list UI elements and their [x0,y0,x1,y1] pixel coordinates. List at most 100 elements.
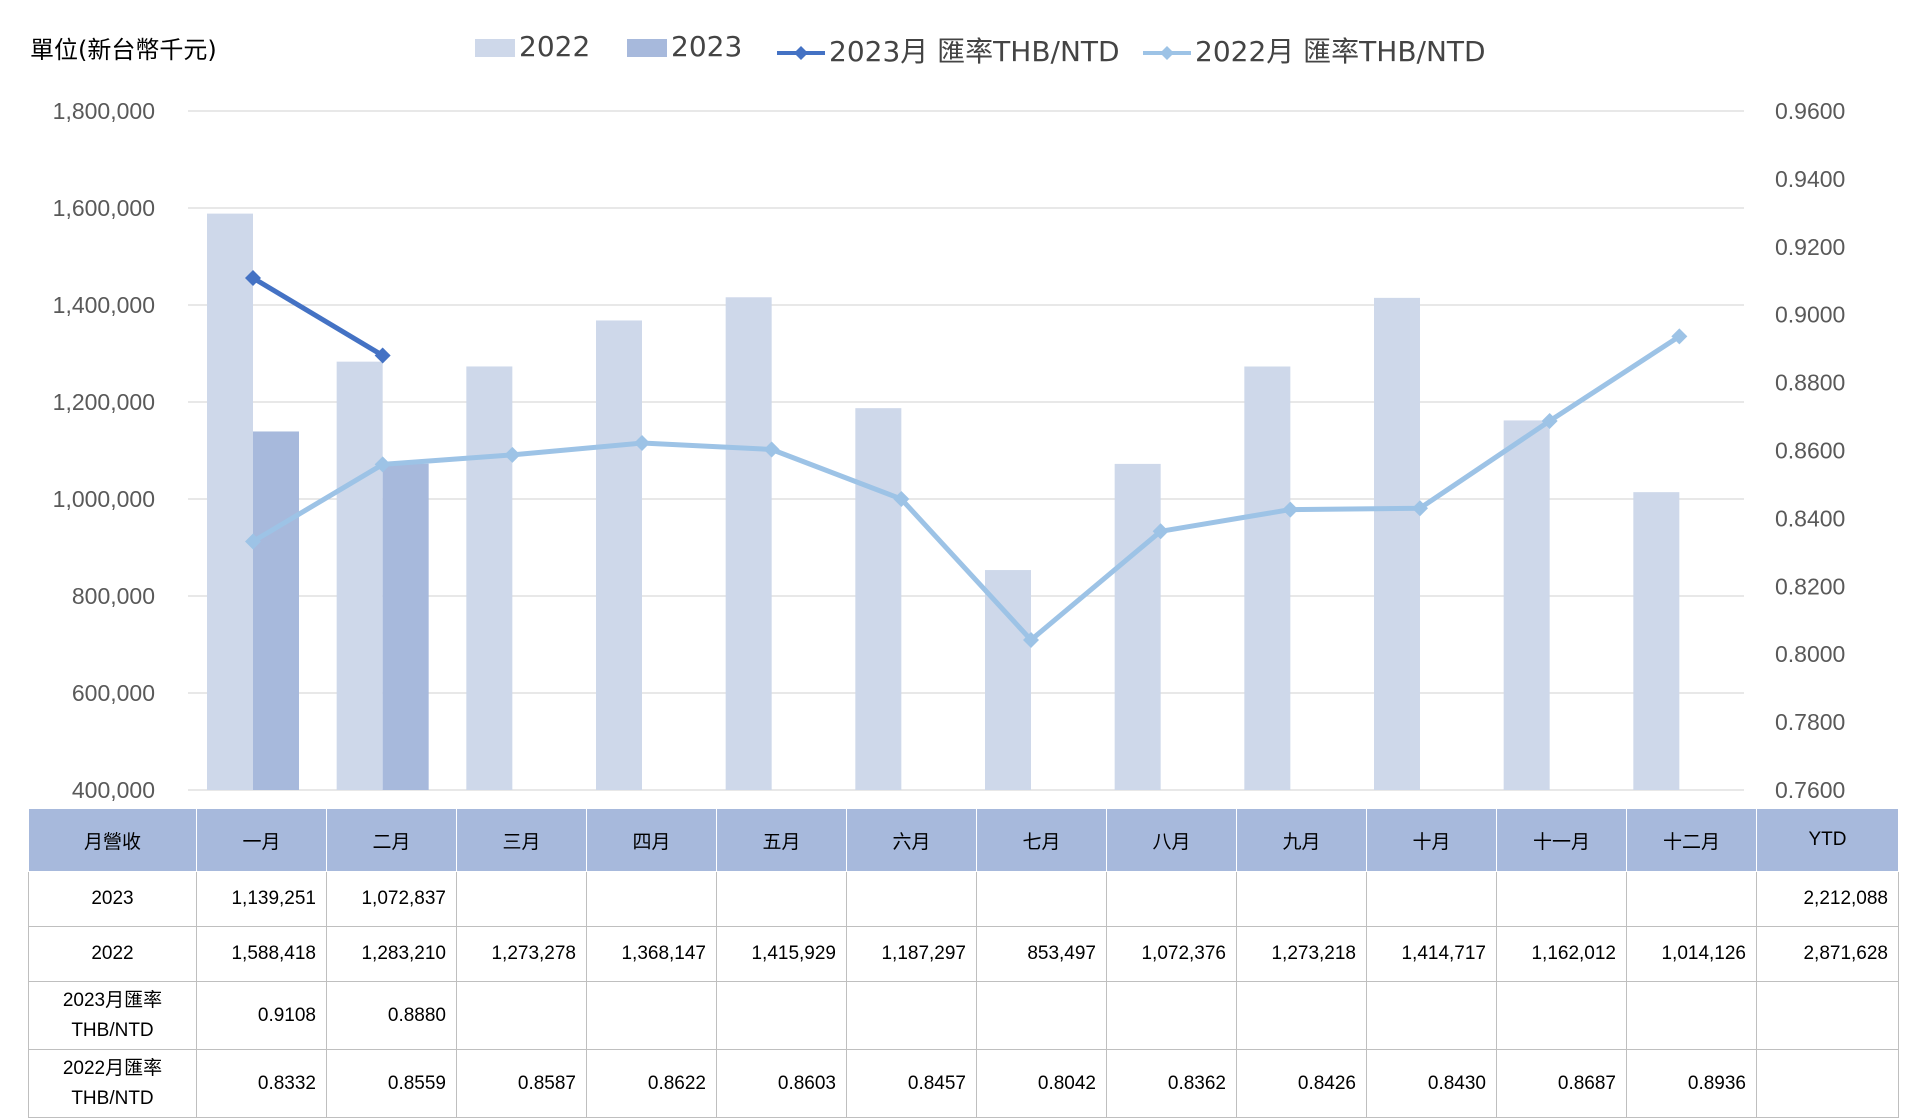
chart-plot: 400,000 600,000 800,000 1,000,000 1,200,000 1… [53,98,1846,803]
table-header-cell: 四月 [586,808,717,872]
table-cell [1626,871,1757,927]
table-cell [1366,871,1497,927]
line-marker-2022月 匯率THB/NTD-十二月 [1671,328,1688,345]
table-row-label: 2023 [28,871,197,927]
line-marker-2023月 匯率THB/NTD-一月 [245,270,261,287]
data-table: 月營收 一月 二月 三月 四月 五月 六月 七月 八月 九月 十月 十一月 十二… [28,808,1899,1118]
table-header-cell: 二月 [326,808,457,872]
table-row-label: 2023月匯率 THB/NTD [28,981,197,1050]
table-cell [1236,871,1367,927]
chart-legend: 2022 2023 2023月 匯率THB/NTD 2022月 匯率THB/NT… [0,30,1908,68]
line-marker-2022月 匯率THB/NTD-八月 [1152,523,1169,540]
table-cell [1496,981,1627,1050]
legend-swatch [475,39,515,57]
table-cell [846,981,977,1050]
table-cell: 0.8603 [716,1049,847,1118]
table-cell: 0.8332 [196,1049,327,1118]
table-header-cell: 九月 [1236,808,1367,872]
line-marker-2022月 匯率THB/NTD-四月 [634,435,650,452]
table-cell: 0.8042 [976,1049,1107,1118]
line-marker-2022月 匯率THB/NTD-十月 [1412,500,1428,517]
y-right-tick-label: 0.8600 [1775,438,1845,464]
table-cell: 1,139,251 [196,871,327,927]
table-cell: 1,415,929 [716,926,847,982]
table-header-cell: 八月 [1106,808,1237,872]
table-cell: 1,014,126 [1626,926,1757,982]
line-marker-2022月 匯率THB/NTD-九月 [1282,501,1299,518]
y-right-tick-label: 0.9600 [1775,98,1845,124]
y-left-tick-label: 1,200,000 [53,389,155,415]
table-cell [976,981,1107,1050]
bar-2022-六月 [855,408,902,790]
table-cell [1366,981,1497,1050]
legend-item-2023-bar: 2023 [627,30,742,63]
table-cell: 0.8587 [456,1049,587,1118]
table-header-cell: 五月 [716,808,847,872]
legend-line-marker [777,46,825,60]
table-cell [586,981,717,1050]
table-cell: 0.8457 [846,1049,977,1118]
legend-label: 2022月 匯率THB/NTD [1195,35,1486,68]
y-right-tick-label: 0.7800 [1775,709,1845,735]
table-row-label: 2022 [28,926,197,982]
table-cell: 0.8559 [326,1049,457,1118]
table-cell: 1,072,837 [326,871,457,927]
legend-item-2022-rate: 2022月 匯率THB/NTD [1143,30,1486,70]
line-marker-2022月 匯率THB/NTD-五月 [763,441,780,458]
table-cell: 2,871,628 [1756,926,1899,982]
bar-2022-四月 [596,320,642,790]
row-label-line1: 2023月匯率 [62,989,163,1011]
table-cell: 2,212,088 [1756,871,1899,927]
table-header-cell: 一月 [196,808,327,872]
table-cell: 0.8430 [1366,1049,1497,1118]
table-cell: 1,162,012 [1496,926,1627,982]
y-left-tick-label: 800,000 [72,583,155,609]
bar-2022-十二月 [1633,492,1680,790]
bar-2023-二月 [382,463,429,790]
y-right-tick-label: 0.8800 [1775,370,1845,396]
table-cell [1106,981,1237,1050]
table-cell: 1,072,376 [1106,926,1237,982]
table-header-cell: 十二月 [1626,808,1757,872]
row-label-line2: THB/NTD [71,1019,154,1041]
table-cell: 1,273,278 [456,926,587,982]
legend-item-2023-rate: 2023月 匯率THB/NTD [777,30,1120,70]
table-row-2022-revenue: 2022 1,588,418 1,283,210 1,273,278 1,368… [28,926,1899,982]
line-marker-2022月 匯率THB/NTD-二月 [374,456,391,473]
y-left-tick-label: 600,000 [72,680,155,706]
table-header-cell: 月營收 [28,808,197,872]
table-cell [1756,1049,1899,1118]
table-cell: 0.8362 [1106,1049,1237,1118]
table-header-cell: 六月 [846,808,977,872]
bar-2022-七月 [985,570,1031,790]
table-header-cell: YTD [1756,808,1899,872]
table-cell [1236,981,1367,1050]
y-right-tick-label: 0.9200 [1775,234,1845,260]
line-marker-2023月 匯率THB/NTD-二月 [374,347,391,364]
bar-2022-九月 [1244,366,1291,790]
legend-label: 2023月 匯率THB/NTD [829,35,1120,68]
table-header-cell: 十一月 [1496,808,1627,872]
table-row-2022-rate: 2022月匯率 THB/NTD 0.8332 0.8559 0.8587 0.86… [28,1049,1899,1118]
table-cell [1756,981,1899,1050]
line-marker-2022月 匯率THB/NTD-七月 [1023,631,1039,648]
series-line-2022月 匯率THB/NTD [251,334,1681,643]
legend-line-marker [1143,46,1191,60]
table-row-label: 2022月匯率 THB/NTD [28,1049,197,1118]
table-cell: 1,273,218 [1236,926,1367,982]
table-cell [716,981,847,1050]
table-cell [976,871,1107,927]
bar-2022-五月 [725,297,772,790]
bar-2022-八月 [1114,463,1161,790]
table-cell [846,871,977,927]
table-cell: 0.8936 [1626,1049,1757,1118]
table-header-row: 月營收 一月 二月 三月 四月 五月 六月 七月 八月 九月 十月 十一月 十二… [28,808,1899,872]
table-cell: 1,414,717 [1366,926,1497,982]
y-right-tick-label: 0.9400 [1775,166,1845,192]
y-left-tick-label: 400,000 [72,777,155,803]
table-cell [456,871,587,927]
table-row-2023-revenue: 2023 1,139,251 1,072,837 2,212,088 [28,871,1899,927]
y-right-tick-label: 0.7600 [1775,777,1845,803]
table-cell [1106,871,1237,927]
bar-2023-一月 [253,431,299,790]
